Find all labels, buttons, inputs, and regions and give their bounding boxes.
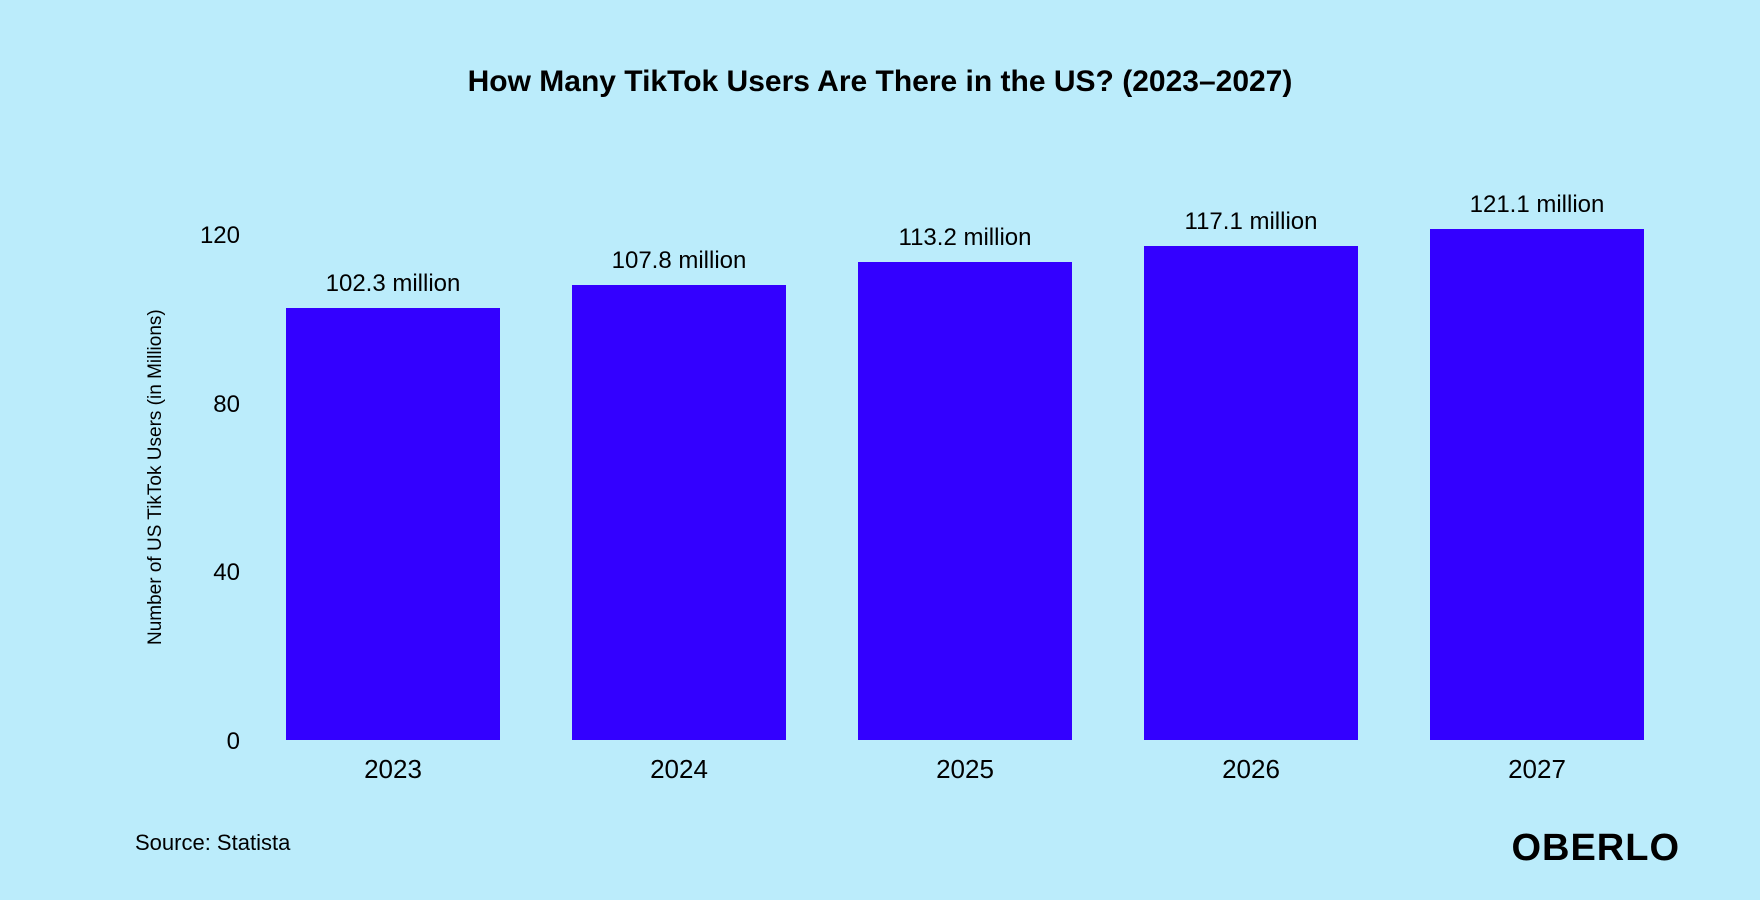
category-label: 2026	[1108, 754, 1394, 785]
chart-title: How Many TikTok Users Are There in the U…	[0, 65, 1760, 99]
chart-canvas: How Many TikTok Users Are There in the U…	[0, 0, 1760, 900]
y-tick-label: 40	[180, 559, 240, 587]
y-tick-label: 80	[180, 391, 240, 419]
source-attribution: Source: Statista	[135, 830, 290, 856]
bar	[286, 308, 501, 740]
category-label: 2027	[1394, 754, 1680, 785]
bar	[572, 285, 787, 740]
bar-value-label: 113.2 million	[822, 224, 1108, 252]
bar-value-label: 107.8 million	[536, 247, 822, 275]
bar-value-label: 102.3 million	[250, 270, 536, 298]
category-label: 2024	[536, 754, 822, 785]
bar	[858, 262, 1073, 740]
bar	[1144, 246, 1359, 740]
brand-logo: OBERLO	[1511, 827, 1680, 870]
y-tick-label: 120	[180, 222, 240, 250]
bar-value-label: 117.1 million	[1108, 208, 1394, 236]
y-tick-label: 0	[180, 728, 240, 756]
category-label: 2023	[250, 754, 536, 785]
category-label: 2025	[822, 754, 1108, 785]
bar-value-label: 121.1 million	[1394, 191, 1680, 219]
bar	[1430, 229, 1645, 740]
y-axis-label: Number of US TikTok Users (in Millions)	[145, 309, 167, 645]
